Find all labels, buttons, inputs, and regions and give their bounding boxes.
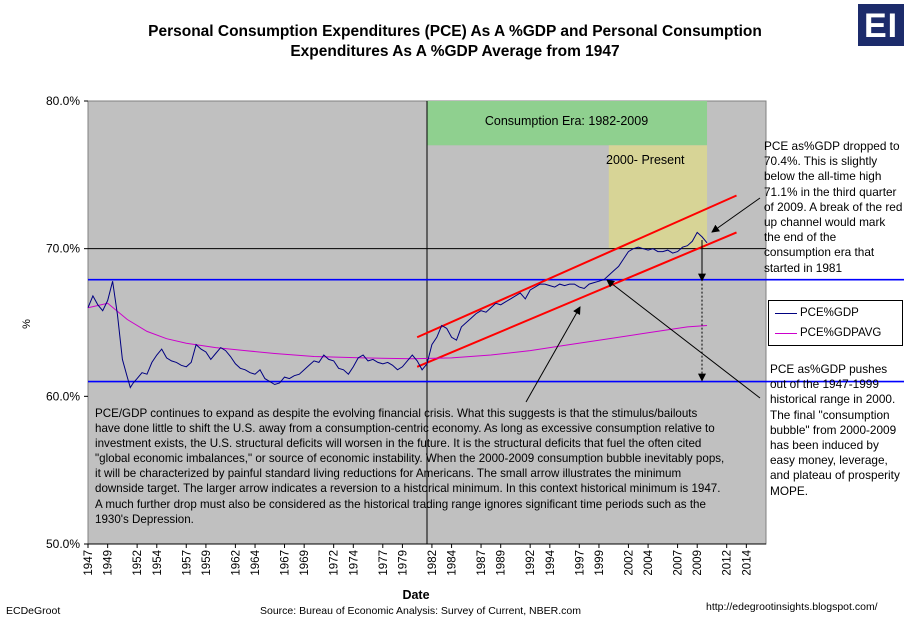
x-tick-label: 1972 — [329, 550, 341, 576]
x-tick-label: 1979 — [397, 550, 409, 576]
footer-author: ECDeGroot — [6, 605, 61, 617]
x-tick-label: 1999 — [594, 550, 606, 576]
arrow-to-breakout — [606, 279, 761, 399]
y-tick-label: 50.0% — [46, 537, 80, 551]
x-tick-label: 2009 — [692, 550, 704, 576]
x-tick-label: 2007 — [673, 550, 685, 576]
y-tick-label: 70.0% — [46, 242, 80, 256]
x-tick-label: 1967 — [280, 550, 292, 576]
x-tick-label: 1964 — [250, 549, 262, 575]
x-tick-label: 1974 — [348, 549, 360, 575]
logo: EI — [858, 4, 904, 46]
series-line-pcegdp — [87, 231, 708, 389]
x-tick-label: 1994 — [545, 549, 557, 575]
x-tick-label: 1982 — [427, 550, 439, 576]
x-tick-label: 1959 — [201, 550, 213, 576]
x-tick-label: 1954 — [152, 549, 164, 575]
x-tick-label: 2004 — [643, 549, 655, 575]
x-tick-label: 1997 — [574, 550, 586, 576]
x-tick-label: 1977 — [378, 550, 390, 576]
arrow-to-channel — [525, 306, 581, 403]
x-tick-label: 1984 — [447, 549, 459, 575]
legend-label-pce: PCE%GDP — [800, 307, 859, 319]
y-axis-label: % — [21, 319, 33, 329]
x-tick-label: 1962 — [230, 550, 242, 576]
x-tick-label: 2002 — [623, 550, 635, 576]
consumption-era-box — [427, 101, 708, 146]
legend-item-avg: PCE%GDPAVG — [775, 325, 881, 341]
x-tick-label: 1947 — [83, 550, 95, 576]
channel-lower — [416, 231, 737, 368]
x-tick-label: 1969 — [299, 550, 311, 576]
series-line-pcegdpavg — [87, 302, 708, 360]
legend: PCE%GDP PCE%GDPAVG — [768, 300, 903, 346]
x-tick-label: 1987 — [476, 550, 488, 576]
note-bottom: PCE as%GDP pushes out of the 1947-1999 h… — [770, 362, 900, 498]
x-tick-label: 1992 — [525, 550, 537, 576]
y-tick-label: 60.0% — [46, 389, 80, 403]
x-tick-label: 2012 — [722, 550, 734, 576]
present-label: 2000- Present — [606, 153, 685, 167]
x-tick-label: 1949 — [103, 550, 115, 576]
x-tick-label: 1952 — [132, 550, 144, 576]
note-top: PCE as%GDP dropped to 70.4%. This is sli… — [764, 139, 903, 275]
chart-title-line1: Personal Consumption Expenditures (PCE) … — [148, 23, 762, 40]
commentary-text: PCE/GDP continues to expand as despite t… — [95, 407, 725, 526]
footer-url: http://edegrootinsights.blogspot.com/ — [706, 601, 878, 613]
footer-source: Source: Bureau of Economic Analysis: Sur… — [260, 605, 581, 617]
legend-swatch-pce — [775, 312, 797, 314]
legend-label-avg: PCE%GDPAVG — [800, 327, 882, 339]
x-tick-label: 1957 — [181, 550, 193, 576]
y-tick-label: 80.0% — [46, 94, 80, 108]
x-tick-label: 2014 — [741, 549, 753, 575]
arrow-to-peak — [711, 197, 761, 233]
legend-swatch-avg — [775, 332, 797, 334]
x-axis-label: Date — [402, 588, 429, 602]
chart-title-line2: Expenditures As A %GDP Average from 1947 — [290, 43, 620, 60]
legend-item-pce: PCE%GDP — [775, 305, 859, 321]
x-tick-label: 1989 — [496, 550, 508, 576]
channel-upper — [416, 194, 737, 339]
consumption-era-label: Consumption Era: 1982-2009 — [484, 114, 649, 128]
